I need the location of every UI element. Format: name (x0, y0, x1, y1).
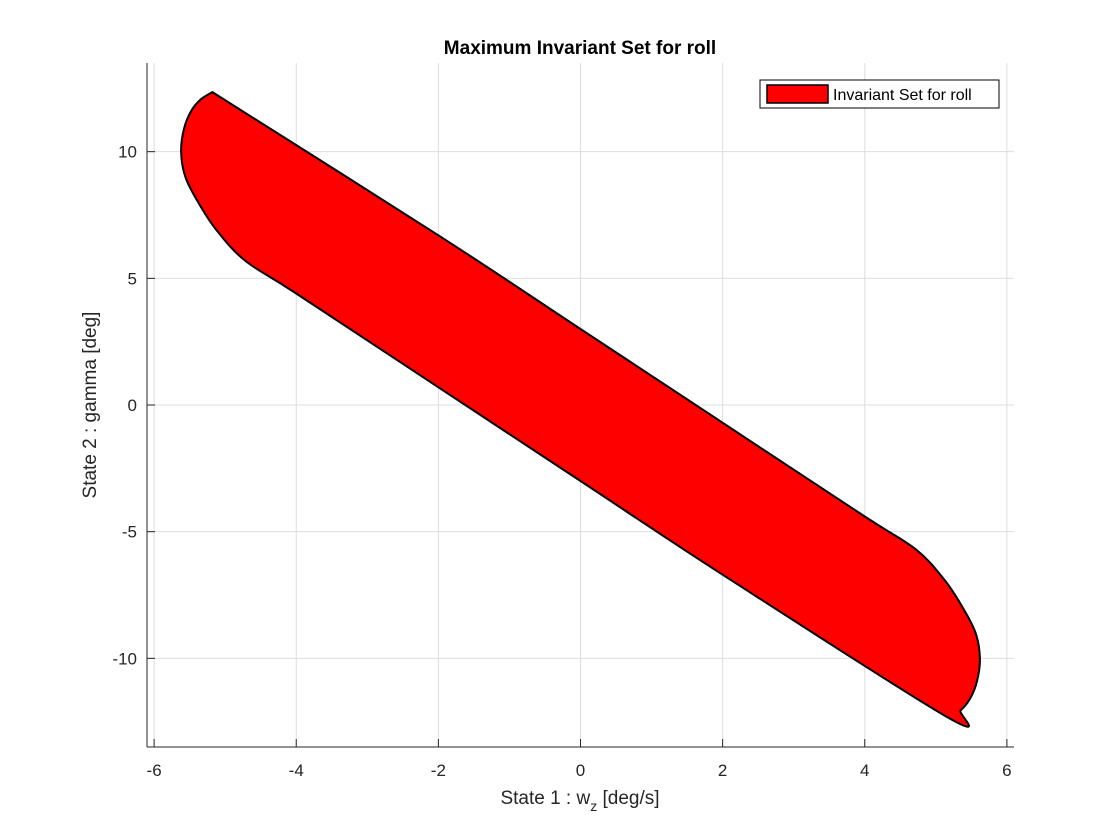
x-tick-label: 2 (718, 761, 727, 780)
y-tick-label: 10 (118, 143, 137, 162)
y-tick-label: -10 (112, 649, 137, 668)
y-axis-label: State 2 : gamma [deg] (80, 312, 101, 499)
x-tick-label: 0 (576, 761, 585, 780)
x-axis-label-prefix: State 1 : w (500, 788, 590, 809)
x-tick-label: 4 (860, 761, 869, 780)
x-axis-label-subscript: z (590, 798, 597, 814)
x-tick-label: 6 (1002, 761, 1011, 780)
x-tick-label: -2 (431, 761, 446, 780)
x-axis-label-suffix: [deg/s] (597, 788, 659, 809)
chart-title: Maximum Invariant Set for roll (444, 38, 716, 59)
legend-label: Invariant Set for roll (833, 87, 972, 104)
invariant-set-region (180, 91, 981, 728)
x-tick-label: -4 (289, 761, 304, 780)
legend-swatch (766, 84, 829, 104)
x-axis-label: State 1 : wz [deg/s] (500, 788, 659, 814)
y-tick-label: -5 (122, 523, 137, 542)
y-tick-label: 0 (128, 396, 137, 415)
x-tick-label: -6 (147, 761, 162, 780)
axis-ticks: -6 -4 -2 0 2 4 6 -10 -5 0 5 10 (112, 143, 1011, 780)
y-tick-label: 5 (128, 269, 137, 288)
legend: Invariant Set for roll (759, 79, 1000, 109)
